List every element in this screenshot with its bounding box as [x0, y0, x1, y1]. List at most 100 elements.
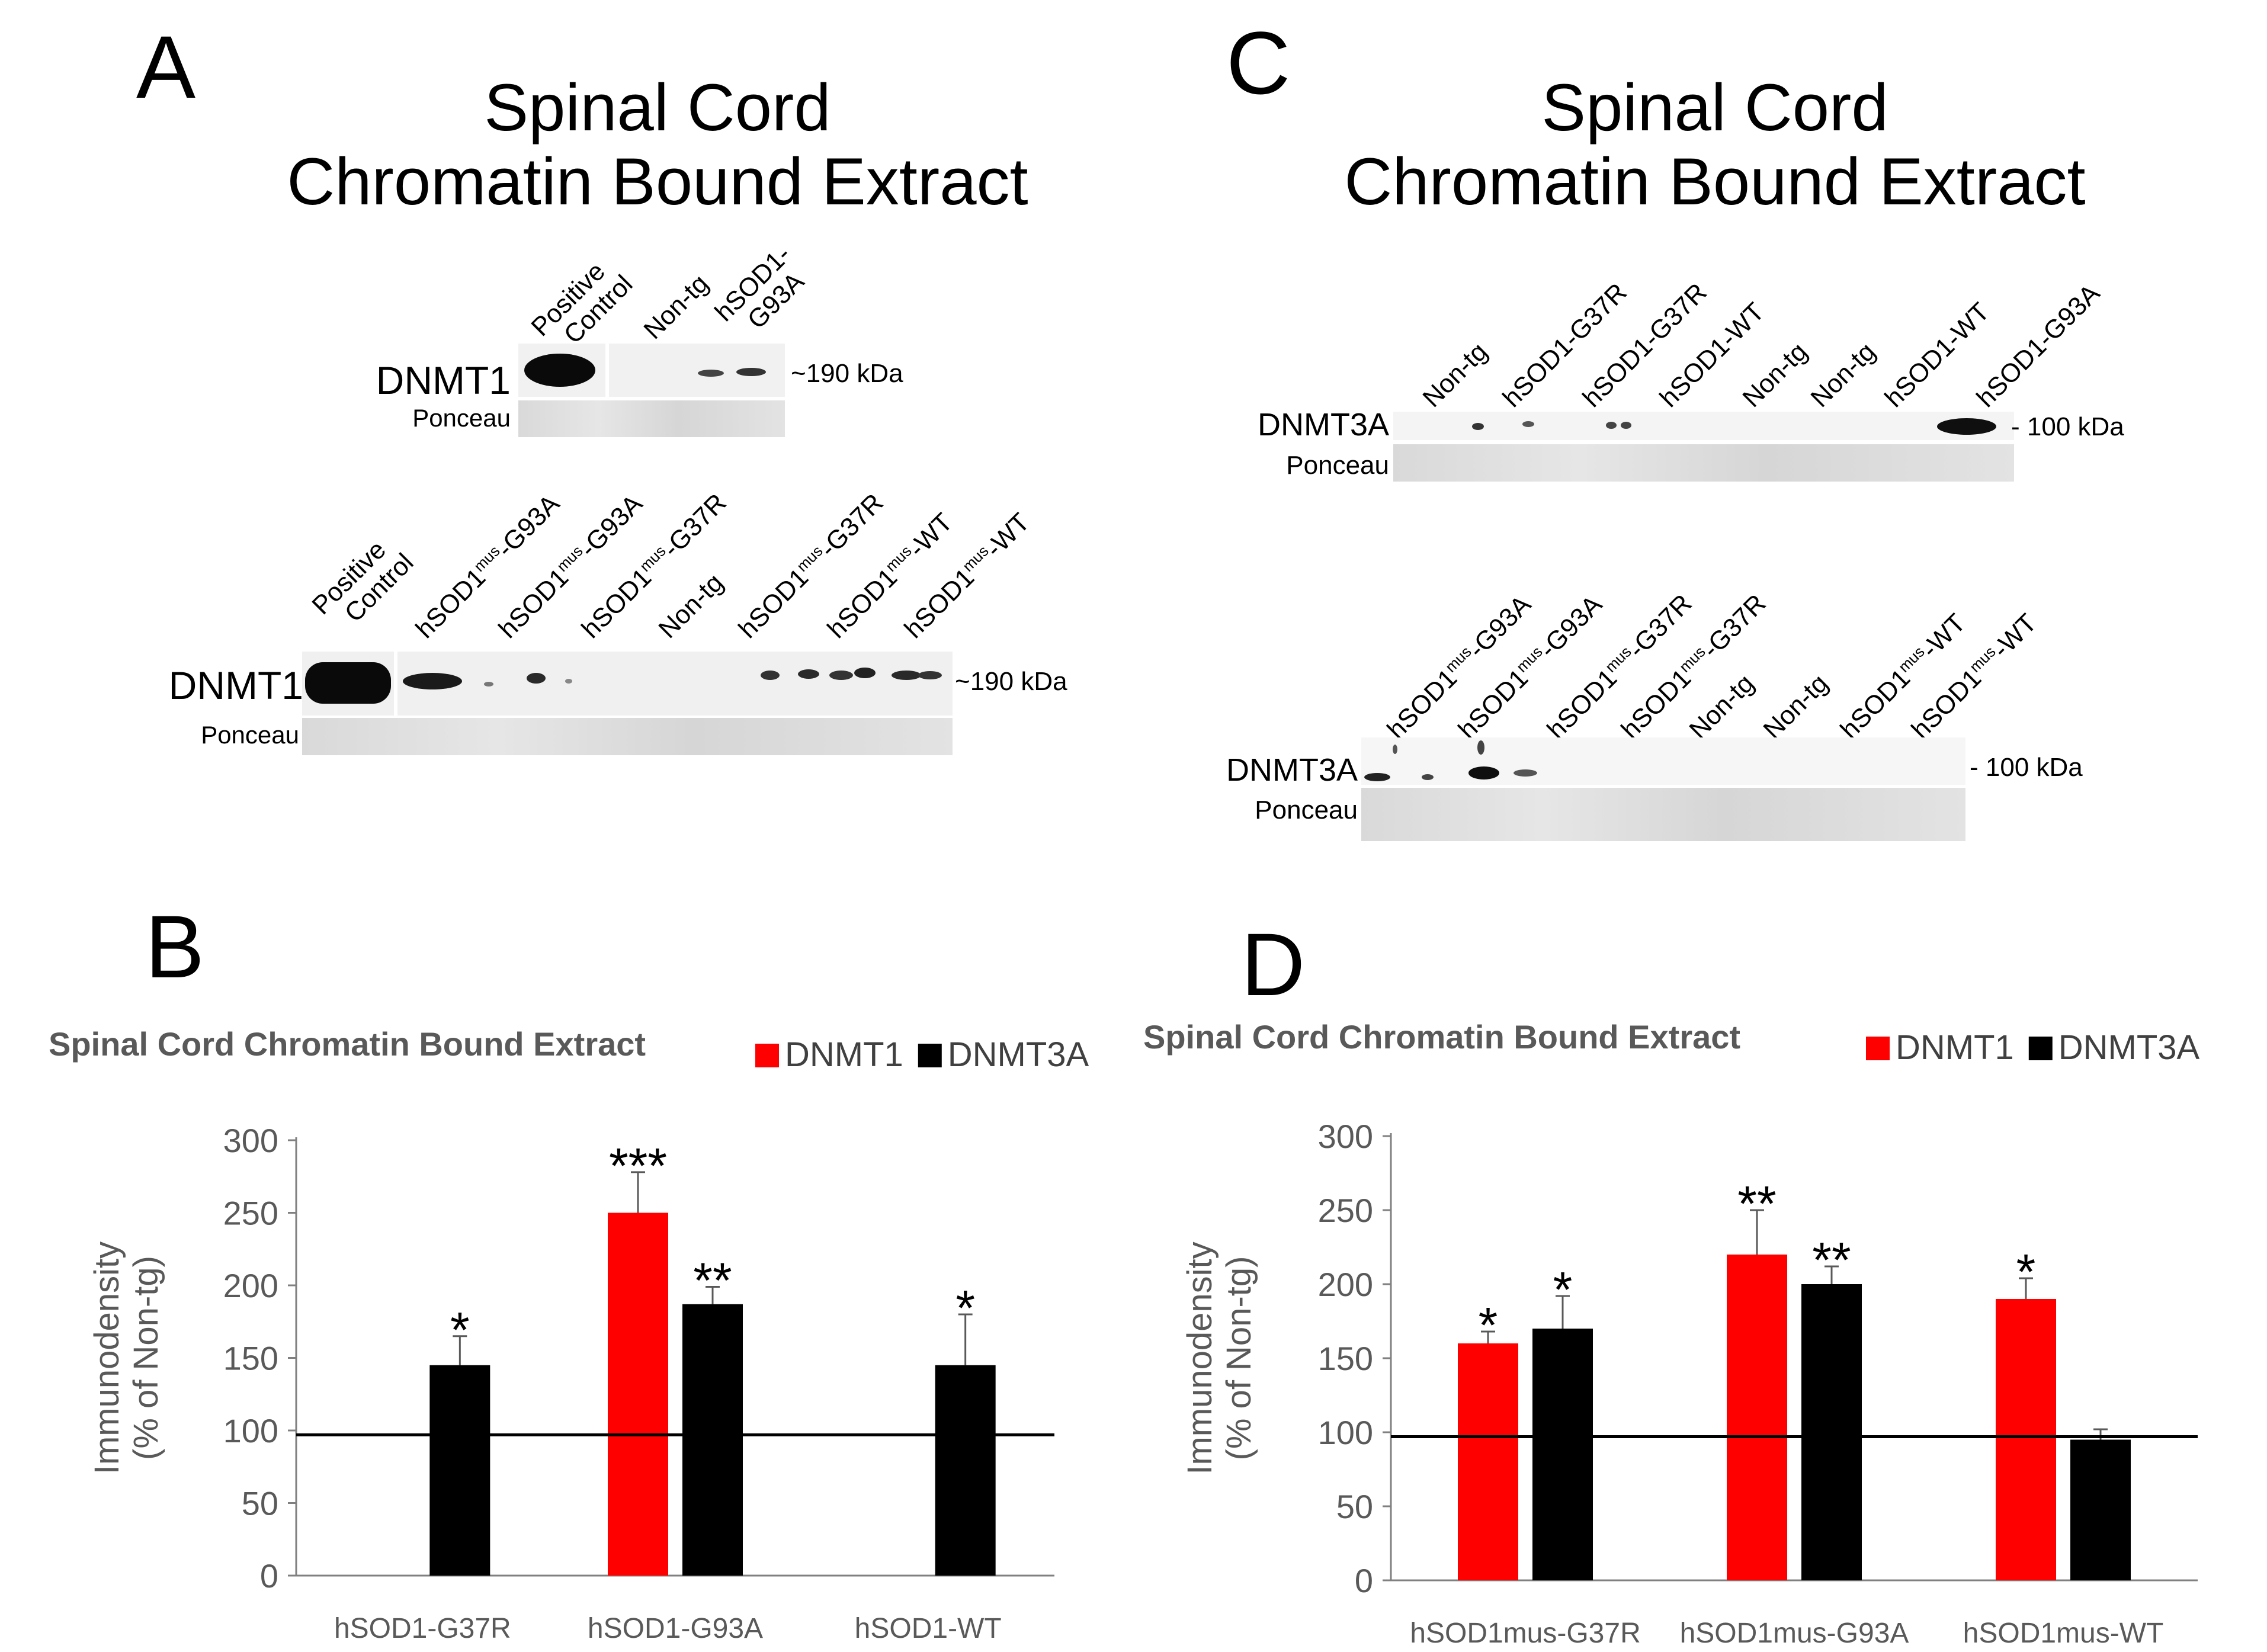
lane-label: Non-tg — [1684, 669, 1759, 745]
panel-a-blot1-lanes: Positive Control Non-tg hSOD1- G93A — [525, 235, 822, 349]
panel-c-blot2: hSOD1mus-G93A hSOD1mus-G93A hSOD1mus-G37… — [1226, 588, 2083, 841]
significance-mark: * — [955, 1280, 975, 1336]
legend-label-dnmt1: DNMT1 — [785, 1035, 903, 1074]
blot-band — [484, 682, 493, 687]
panel-a-blot1-ponceau: Ponceau — [412, 404, 511, 432]
bar-dnmt3a — [682, 1304, 743, 1576]
panel-c-blot2-ponceau: Ponceau — [1255, 795, 1358, 825]
blot-band — [892, 671, 921, 680]
y-tick-label: 0 — [260, 1557, 278, 1595]
y-axis-label-line1: Immunodensity — [88, 1242, 126, 1474]
legend-label-dnmt1: DNMT1 — [1896, 1028, 2014, 1067]
blot-band — [698, 370, 724, 377]
panel-a-letter: A — [136, 17, 195, 117]
significance-mark: *** — [609, 1138, 667, 1194]
lane-label: hSOD1mus-G93A — [493, 489, 649, 644]
y-tick-label: 300 — [1318, 1118, 1373, 1155]
chart-title: Spinal Cord Chromatin Bound Extract — [1143, 1018, 1740, 1056]
blot-band — [854, 668, 876, 678]
chart-b: Spinal Cord Chromatin Bound Extract DNMT1… — [49, 1025, 1089, 1644]
blot-membrane — [1393, 412, 2014, 440]
significance-mark: * — [1479, 1297, 1498, 1353]
x-tick-label: hSOD1-G93A — [588, 1613, 763, 1644]
legend-label-dnmt3a: DNMT3A — [948, 1035, 1089, 1074]
panel-c-blot2-marker: - 100 kDa — [1970, 753, 2083, 782]
x-tick-label: hSOD1-G37R — [334, 1613, 511, 1644]
blot-band — [761, 671, 780, 680]
bar-dnmt3a — [1532, 1329, 1593, 1580]
blot-band — [1393, 745, 1397, 754]
y-tick-label: 50 — [1336, 1488, 1373, 1525]
ponceau-strip — [1361, 788, 1965, 841]
bar-dnmt3a — [1801, 1284, 1862, 1580]
bar-dnmt1 — [608, 1212, 668, 1576]
blot-divider — [605, 344, 609, 437]
panel-c: C Spinal Cord Chromatin Bound Extract No… — [1226, 13, 2124, 841]
panel-a-blot2-marker: ~190 kDa — [955, 667, 1067, 696]
blot-membrane — [302, 652, 953, 716]
y-tick-label: 250 — [223, 1195, 278, 1232]
significance-mark: ** — [1812, 1232, 1851, 1288]
panel-a-blot2: Positive Control hSOD1mus-G93A hSOD1mus-… — [169, 487, 1067, 755]
panel-c-blot1-ponceau: Ponceau — [1286, 451, 1389, 480]
lane-label-rest: -G93A — [574, 489, 648, 563]
panel-a-blot1: Positive Control Non-tg hSOD1- G93A DNMT… — [376, 235, 903, 437]
blot-band — [1468, 766, 1499, 780]
lane-label: Non-tg — [1758, 669, 1833, 745]
panel-c-blot1-lanes: Non-tg hSOD1-G37R hSOD1-G37R hSOD1-WT No… — [1417, 278, 2105, 413]
blot-band — [798, 669, 819, 679]
y-axis-label-line2: (% of Non-tg) — [1220, 1256, 1258, 1461]
blot-band — [565, 679, 572, 684]
lane-label: Non-tg — [1417, 337, 1493, 413]
panel-d-letter: D — [1241, 915, 1305, 1014]
lane-label: hSOD1- G93A — [709, 235, 822, 347]
blot-band — [1621, 422, 1631, 429]
significance-mark: ** — [693, 1252, 732, 1308]
x-tick-label: hSOD1mus-G37R — [1410, 1618, 1640, 1649]
lane-label-rest: -G37R — [1697, 589, 1771, 663]
significance-mark: ** — [1737, 1176, 1776, 1231]
chart-d: Spinal Cord Chromatin Bound Extract DNMT1… — [1143, 1018, 2200, 1649]
lane-label-rest: -G37R — [657, 488, 732, 563]
x-tick-label: hSOD1mus-G93A — [1680, 1618, 1909, 1649]
significance-mark: * — [450, 1302, 470, 1358]
y-axis-label-line2: (% of Non-tg) — [127, 1256, 165, 1460]
panel-c-title-line2: Chromatin Bound Extract — [1344, 145, 2085, 219]
bar-dnmt3a — [429, 1365, 490, 1576]
legend-swatch-dnmt1 — [755, 1044, 779, 1067]
legend-swatch-dnmt1 — [1866, 1037, 1890, 1060]
panel-a-title-line2: Chromatin Bound Extract — [287, 145, 1028, 219]
panel-a-blot2-lanes: Positive Control hSOD1mus-G93A hSOD1mus-… — [306, 487, 1035, 644]
blot-band — [527, 673, 546, 684]
panel-c-blot2-lanes: hSOD1mus-G93A hSOD1mus-G93A hSOD1mus-G37… — [1381, 588, 2042, 745]
lane-label: hSOD1-G93A — [1971, 278, 2105, 413]
y-tick-label: 100 — [223, 1412, 278, 1449]
bar-dnmt3a — [2070, 1439, 2131, 1580]
panel-a-blot2-ponceau: Ponceau — [201, 721, 299, 749]
panel-a-blot2-protein: DNMT1 — [169, 663, 303, 707]
y-tick-label: 100 — [1318, 1414, 1373, 1451]
blot-band — [1606, 422, 1617, 429]
bar-dnmt1 — [1458, 1343, 1518, 1580]
blot-band — [403, 673, 462, 689]
y-tick-label: 150 — [223, 1340, 278, 1377]
legend-swatch-dnmt3a — [2028, 1037, 2053, 1060]
panel-c-blot1-marker: - 100 kDa — [2011, 412, 2124, 441]
blot-band — [1472, 423, 1484, 430]
panel-c-blot2-protein: DNMT3A — [1226, 752, 1358, 788]
panel-b-letter: B — [145, 897, 204, 996]
blot-band — [1364, 773, 1390, 781]
panel-a: A Spinal Cord Chromatin Bound Extract Po… — [136, 17, 1067, 755]
y-tick-label: 200 — [223, 1267, 278, 1304]
panel-a-blot1-protein: DNMT1 — [376, 358, 511, 402]
blot-band — [1477, 740, 1484, 755]
y-tick-label: 50 — [242, 1485, 278, 1522]
bar-dnmt1 — [1996, 1299, 2056, 1580]
lane-label: Non-tg — [638, 269, 714, 345]
lane-label: hSOD1mus-G37R — [576, 487, 732, 644]
x-tick-label: hSOD1mus-WT — [1963, 1618, 2164, 1649]
lane-label: hSOD1mus-WT — [1906, 608, 2042, 745]
lane-label: hSOD1mus-G93A — [410, 489, 566, 644]
blot-band — [1522, 421, 1534, 427]
